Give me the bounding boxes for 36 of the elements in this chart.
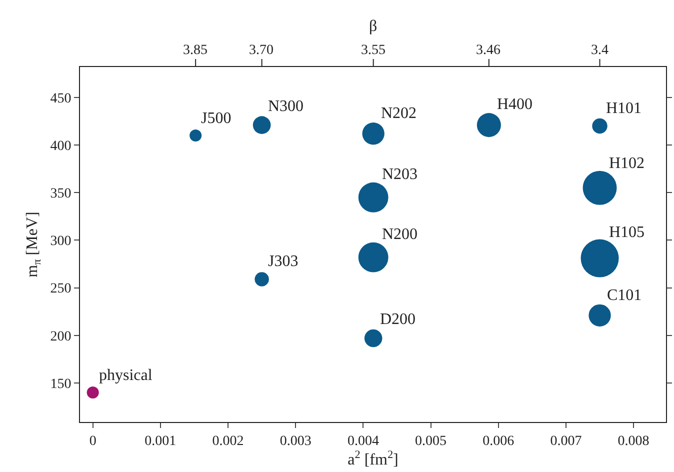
y-tick-label: 450	[50, 91, 72, 106]
x-tick-label: 0.006	[482, 434, 514, 449]
x-tick-label: 0.004	[347, 434, 379, 449]
x-tick-label: 0.007	[550, 434, 582, 449]
annotation: H400	[497, 96, 533, 113]
annotation: N300	[268, 98, 304, 115]
x-tick-label: 0.008	[618, 434, 650, 449]
text: 3.4	[591, 43, 608, 58]
x-tick-label: 0.002	[212, 434, 244, 449]
y-tick-label: 250	[50, 282, 72, 297]
text: 3.55	[361, 43, 386, 58]
annotation: C101	[607, 287, 642, 304]
x-axis-title: a$^{2}$ [fm$^{2}$]	[348, 448, 398, 469]
annotation: D200	[380, 311, 416, 328]
annotation: N203	[382, 166, 418, 183]
text: 3.85	[183, 43, 208, 58]
y-tick-label: 150	[50, 376, 72, 392]
x-tick-label: 0	[89, 434, 96, 449]
text: 3.70	[249, 43, 274, 58]
y-tick-label: 400	[50, 138, 72, 154]
y-tick-label: 300	[50, 234, 72, 250]
annotation: N202	[381, 105, 417, 122]
annotation: H102	[609, 155, 645, 172]
annotation: H101	[606, 100, 642, 117]
annotation: N200	[382, 226, 418, 243]
text: 3.46	[476, 43, 500, 58]
annotation: H105	[609, 224, 645, 241]
x-tick-label: 0.003	[280, 434, 312, 449]
annotation: J303	[268, 253, 298, 270]
annotation: J500	[201, 110, 232, 127]
x-tick-label: 0.001	[144, 434, 176, 449]
y-tick-label: 200	[50, 329, 72, 344]
text: β	[369, 18, 378, 35]
x-tick-label: 0.005	[415, 434, 447, 449]
y-tick-label: 350	[50, 186, 72, 202]
annotation: physical	[99, 367, 153, 384]
